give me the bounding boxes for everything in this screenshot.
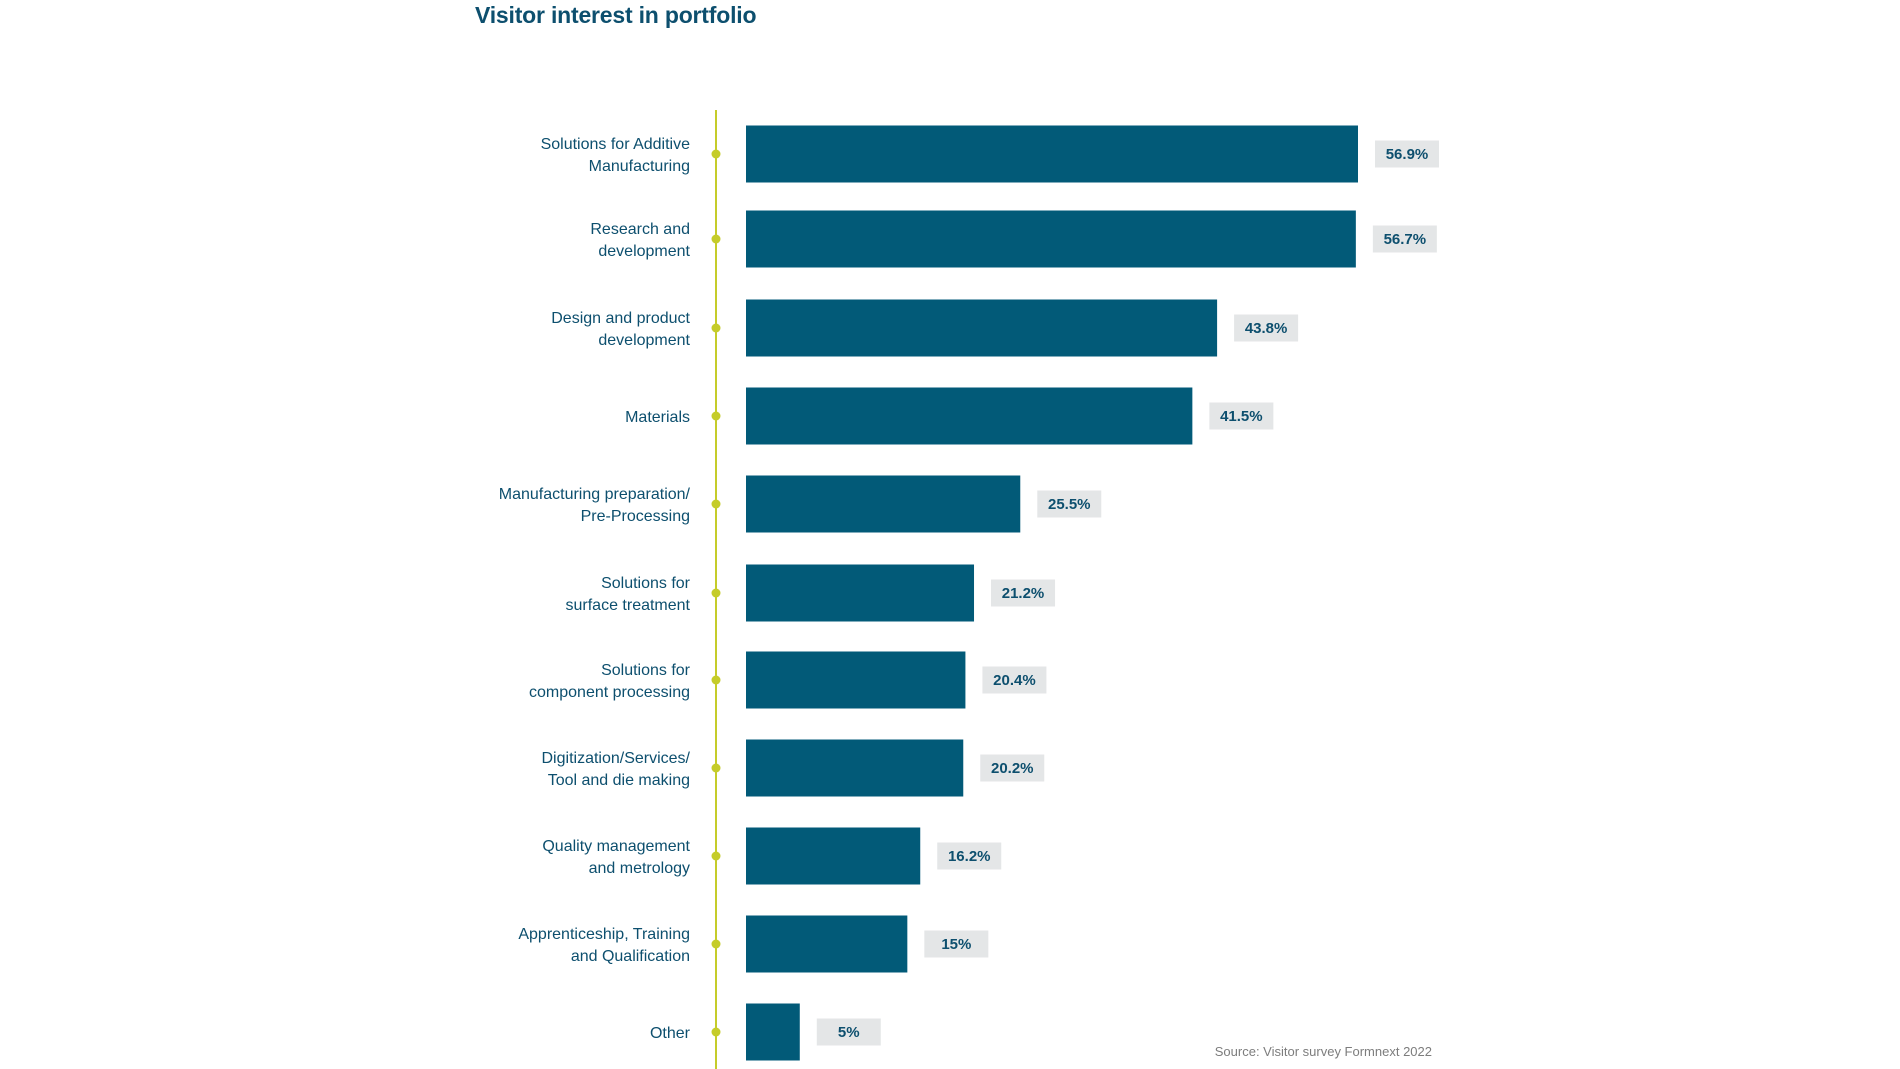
axis-dot [711,149,721,159]
category-label: Solutions for surface treatment [566,575,691,614]
value-label: 15% [941,936,971,953]
axis-dot [711,851,721,861]
axis-dot [711,939,721,949]
bar-row: Materials 41.5% [625,387,1274,445]
value-label: 56.9% [1386,146,1429,163]
bar [746,125,1358,183]
axis-dot [711,1027,721,1037]
value-label: 43.8% [1245,320,1288,337]
axis-dot [711,588,721,598]
bar [746,564,975,622]
axis-dot [711,323,721,333]
value-label: 25.5% [1048,496,1091,513]
bar [746,739,964,797]
bar-row: Solutions for surface treatment 21.2% [566,564,1056,622]
category-label: Research and development [590,221,690,260]
value-label-box [980,754,1045,782]
bar [746,210,1356,268]
bar-row: Apprenticeship, Training and Qualificatio… [518,915,989,973]
category-label: Apprenticeship, Training and Qualificatio… [518,926,690,965]
value-label: 5% [838,1024,860,1041]
value-label: 56.7% [1384,231,1427,248]
bar-row: Design and product development 43.8% [551,299,1299,357]
value-label-box [924,930,989,958]
value-label-box [937,842,1002,870]
category-label: Manufacturing preparation/Pre-Processing [499,486,691,525]
value-label-box [991,579,1056,607]
source-note: Source: Visitor survey Formnext 2022 [1214,1044,1432,1059]
bar-row: Research and development 56.7% [590,210,1437,268]
bar [746,387,1193,445]
value-label-box [1209,402,1274,430]
category-label: Design and product development [551,310,690,349]
value-label: 21.2% [1002,585,1045,602]
value-label-box [1375,140,1439,168]
axis-dot [711,499,721,509]
value-label-box [1234,314,1299,342]
category-label: Quality management and metrology [542,838,690,877]
category-label: Digitization/Services/Tool and die makin… [542,750,691,789]
category-label: Solutions for Additive Manufacturing [541,136,691,175]
axis-dot [711,411,721,421]
value-label-box [816,1018,881,1046]
bar-row: Manufacturing preparation/Pre-Processing… [499,475,1102,533]
chart-title: Visitor interest in portfolio [475,2,757,28]
value-label: 20.4% [993,672,1036,689]
value-label: 16.2% [948,848,991,865]
bar-row: Quality management and metrology 16.2% [542,827,1002,885]
bar [746,651,966,709]
bar-row: Solutions for Additive Manufacturing 56.9% [541,125,1439,183]
axis-dot [711,763,721,773]
bar [746,475,1021,533]
bar [746,827,921,885]
bar [746,915,908,973]
axis-dot [711,234,721,244]
value-label-box [982,666,1047,694]
value-label-box [1372,225,1437,253]
value-label: 41.5% [1220,408,1263,425]
category-label: Solutions for component processing [529,662,691,701]
value-label: 20.2% [991,760,1034,777]
bar-row: Other 5% [650,1003,881,1061]
value-label-box [1037,490,1102,518]
bar-row: Digitization/Services/Tool and die makin… [542,739,1045,797]
bar-row: Solutions for component processing 20.4% [529,651,1047,709]
category-label: Other [650,1025,691,1042]
bar [746,1003,800,1061]
chart-rows: Solutions for Additive Manufacturing 56.9%… [499,125,1439,1061]
category-label: Materials [625,409,690,426]
bar [746,299,1218,357]
axis-dot [711,675,721,685]
